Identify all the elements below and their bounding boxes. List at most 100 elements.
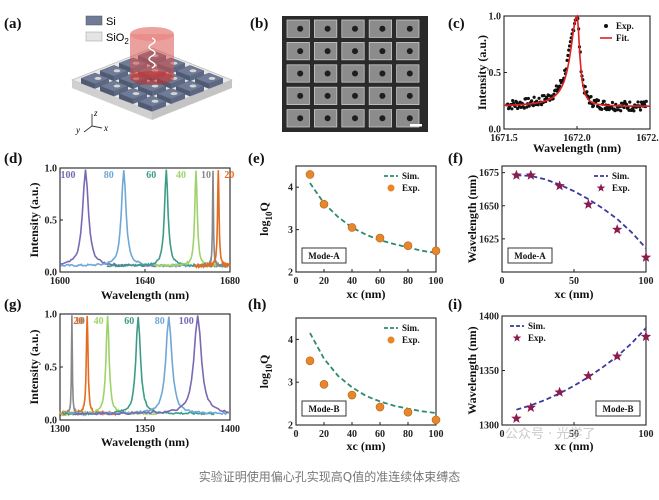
- exp-point: [587, 101, 591, 105]
- panel-a: (a) Si SiO2 z y x: [4, 15, 233, 135]
- y-axis-label: log10Q: [257, 355, 274, 389]
- exp-point: [525, 169, 536, 180]
- mode-tag: Mode-B: [603, 404, 634, 414]
- mode-tag-box: [301, 247, 347, 264]
- x-tick-label: 50: [569, 276, 579, 287]
- legend-exp-label: Exp.: [402, 183, 420, 193]
- panel-label-h: (h): [248, 297, 266, 313]
- chart-d: (d) 1600 1640 1680 0.0 0.5 1.0 Wavelength (nm) I…: [4, 151, 240, 302]
- exp-point: [558, 84, 562, 88]
- panel-label-d: (d): [4, 151, 22, 167]
- legend-sim-label: Sim.: [612, 171, 629, 181]
- exp-point: [554, 84, 558, 88]
- exp-point: [644, 99, 648, 103]
- y-tick-label: 0.0: [45, 268, 58, 279]
- legend-exp-marker: [604, 24, 608, 28]
- legend-sim-label: Sim.: [402, 171, 419, 181]
- x-tick-label: 0: [294, 276, 299, 287]
- y-axis-label: Intensity (a.u.): [475, 35, 489, 110]
- legend-fit-label: Fit.: [616, 33, 629, 43]
- mode-tag: Mode-A: [308, 251, 340, 261]
- exp-point: [431, 415, 441, 425]
- sem-unit-cell: [341, 19, 365, 38]
- exp-point: [532, 95, 536, 99]
- mode-tag: Mode-A: [514, 251, 546, 261]
- sem-unit-cell: [286, 109, 310, 128]
- exp-point: [549, 94, 554, 98]
- si-pillar: [118, 87, 148, 104]
- y-axis-label: log10Q: [257, 202, 274, 236]
- exp-point: [519, 105, 523, 109]
- legend-exp-label: Exp.: [528, 333, 546, 343]
- y-tick-label: 1350: [479, 366, 499, 377]
- exp-point: [619, 109, 623, 113]
- exp-point: [522, 106, 526, 110]
- sem-unit-cells: [286, 19, 420, 128]
- x-tick-label: 1300: [50, 424, 70, 435]
- series-label-100: 100: [179, 316, 194, 327]
- sem-unit-cell: [313, 109, 338, 128]
- sio2-legend-label: SiO2: [106, 32, 129, 46]
- si-pillar: [156, 87, 186, 104]
- sem-unit-cell: [396, 86, 420, 105]
- y-axis-label: Wavelength (nm): [465, 326, 479, 414]
- exp-point: [602, 99, 606, 103]
- spectrum-10: [197, 170, 229, 270]
- fit-curve: [504, 14, 650, 107]
- spectrum-100: [73, 315, 229, 416]
- sem-unit-cell: [341, 42, 365, 61]
- sem-unit-cell: [286, 86, 310, 105]
- exp-point: [319, 380, 329, 389]
- exp-points: [305, 356, 441, 425]
- exp-point: [537, 96, 541, 100]
- exp-point: [536, 103, 540, 107]
- y-tick-label: 0.0: [45, 416, 58, 427]
- axes-triad: [83, 114, 103, 133]
- exp-point: [640, 331, 652, 342]
- sem-unit-cell: [368, 42, 393, 61]
- exp-point: [554, 180, 565, 191]
- spectrum-80: [68, 316, 230, 416]
- exp-point: [510, 107, 514, 111]
- watermark: 公众号 · 光学了: [505, 427, 596, 442]
- x-tick-label: 100: [429, 276, 444, 287]
- axis-y-label: y: [75, 125, 80, 135]
- sim-curve: [516, 174, 647, 249]
- plot-frame: [295, 317, 437, 426]
- exp-points: [305, 170, 441, 256]
- x-tick-label: 1680: [220, 276, 240, 287]
- exp-point: [539, 103, 544, 107]
- series-label-40: 40: [176, 170, 186, 181]
- legend-exp-marker: [596, 183, 606, 192]
- exp-point: [566, 53, 570, 58]
- x-tick-label: 20: [319, 276, 329, 287]
- exp-points: [511, 169, 652, 262]
- sem-unit-cell: [368, 86, 393, 105]
- y-tick-label: 1.0: [45, 164, 58, 175]
- exp-point: [583, 84, 587, 89]
- x-tick-label: 50: [569, 429, 579, 440]
- exp-point: [554, 386, 565, 397]
- y-tick-label: 1675: [479, 168, 499, 179]
- laser-beam: [130, 27, 174, 85]
- x-tick-label: 100: [429, 429, 444, 440]
- sim-curve: [309, 182, 437, 254]
- x-tick-label: 60: [375, 429, 385, 440]
- sim-curve: [309, 332, 437, 414]
- exp-points: [511, 331, 652, 423]
- x-tick-label: 40: [347, 276, 357, 287]
- mode-tag-box: [507, 247, 553, 264]
- exp-point: [403, 407, 413, 417]
- exp-point: [616, 108, 620, 112]
- panel-label-e: (e): [248, 151, 265, 167]
- plot-frame: [59, 167, 231, 273]
- exp-point: [403, 241, 413, 251]
- exp-point: [530, 99, 534, 103]
- si-pillar: [175, 65, 205, 82]
- mode-tag-box: [301, 400, 347, 417]
- exp-point: [305, 170, 315, 179]
- y-tick-label: 0.5: [45, 363, 58, 374]
- si-pillar: [194, 72, 224, 89]
- exp-point: [567, 44, 572, 48]
